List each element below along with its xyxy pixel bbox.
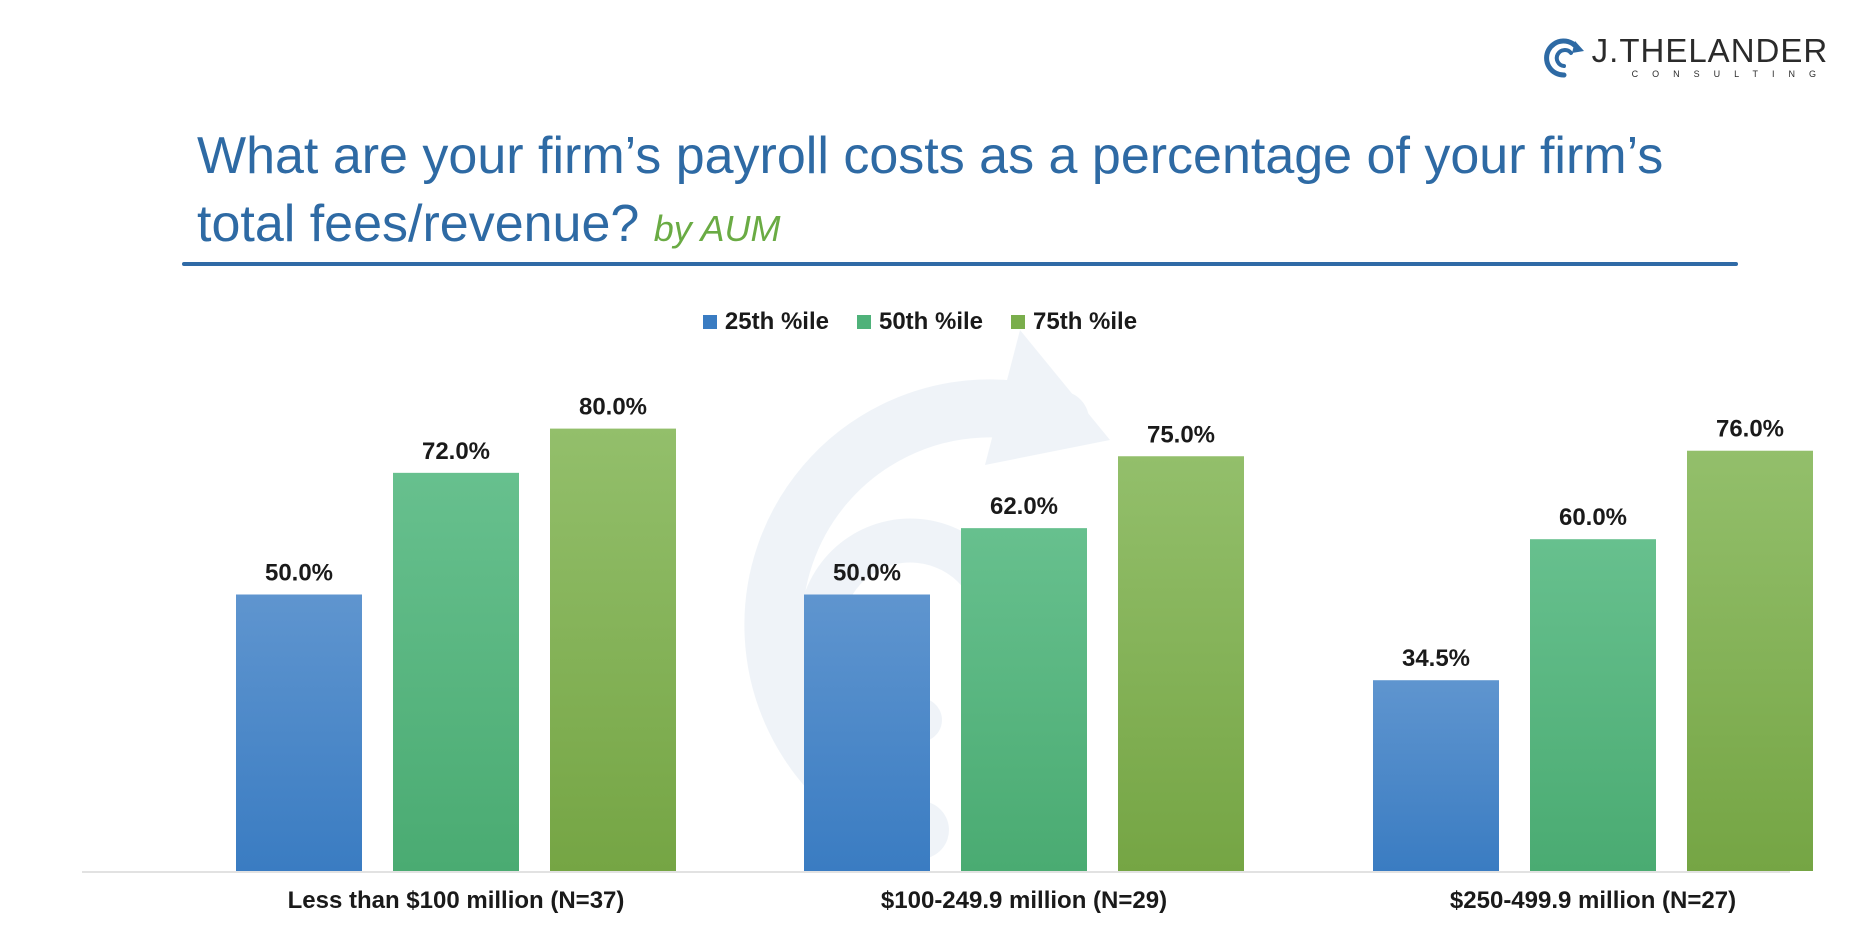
- bar-2-1: [804, 594, 930, 871]
- bar-2-2: [961, 528, 1087, 871]
- slide-subtitle: by AUM: [653, 208, 781, 249]
- legend-label-50th: 50th %ile: [878, 308, 984, 335]
- chart-legend: 25th %ile 50th %ile 75th %ile: [0, 308, 1846, 336]
- data-label-1-1: 50.0%: [265, 560, 333, 587]
- slide-title-text: What are your firm’s payroll costs as a …: [197, 127, 1664, 253]
- bar-1-3: [550, 428, 676, 871]
- bar-3-3: [1687, 450, 1813, 871]
- legend-swatch-25th: [702, 315, 717, 329]
- data-label-2-2: 62.0%: [990, 493, 1058, 520]
- category-label-3: $250-499.9 million (N=27): [1450, 887, 1736, 914]
- company-logo: J.THELANDER CONSULTING: [1542, 34, 1830, 79]
- bar-3-2: [1530, 539, 1656, 871]
- legend-item-75th: 75th %ile: [1011, 308, 1137, 336]
- spiral-logo-icon: [1543, 38, 1584, 78]
- data-label-1-3: 80.0%: [579, 394, 647, 421]
- logo-tagline: CONSULTING: [1631, 69, 1830, 79]
- labels-layer: 50.0% 72.0% 80.0% Less than $100 million (N…: [265, 394, 1784, 914]
- bar-1-1: [236, 594, 362, 871]
- legend-swatch-50th: [856, 315, 871, 329]
- logo-name: J.THELANDER: [1591, 32, 1829, 69]
- bar-1-2: [393, 472, 519, 871]
- data-label-3-3: 76.0%: [1716, 416, 1784, 443]
- legend-label-25th: 25th %ile: [724, 308, 829, 335]
- category-label-1: Less than $100 million (N=37): [288, 887, 625, 914]
- data-label-1-2: 72.0%: [422, 438, 490, 465]
- data-label-2-3: 75.0%: [1147, 421, 1215, 448]
- legend-item-50th: 50th %ile: [856, 308, 984, 336]
- bar-3-1: [1373, 680, 1499, 871]
- data-label-2-1: 50.0%: [833, 560, 901, 587]
- data-label-3-1: 34.5%: [1402, 645, 1470, 672]
- bar-2-3: [1118, 456, 1244, 871]
- slide-title: What are your firm’s payroll costs as a …: [197, 122, 1757, 263]
- bars-layer: [236, 428, 1813, 871]
- legend-item-25th: 25th %ile: [702, 308, 829, 336]
- title-divider: [182, 262, 1738, 266]
- data-label-3-2: 60.0%: [1559, 504, 1627, 531]
- legend-label-75th: 75th %ile: [1033, 308, 1138, 335]
- category-label-2: $100-249.9 million (N=29): [881, 887, 1167, 914]
- legend-swatch-75th: [1011, 315, 1026, 329]
